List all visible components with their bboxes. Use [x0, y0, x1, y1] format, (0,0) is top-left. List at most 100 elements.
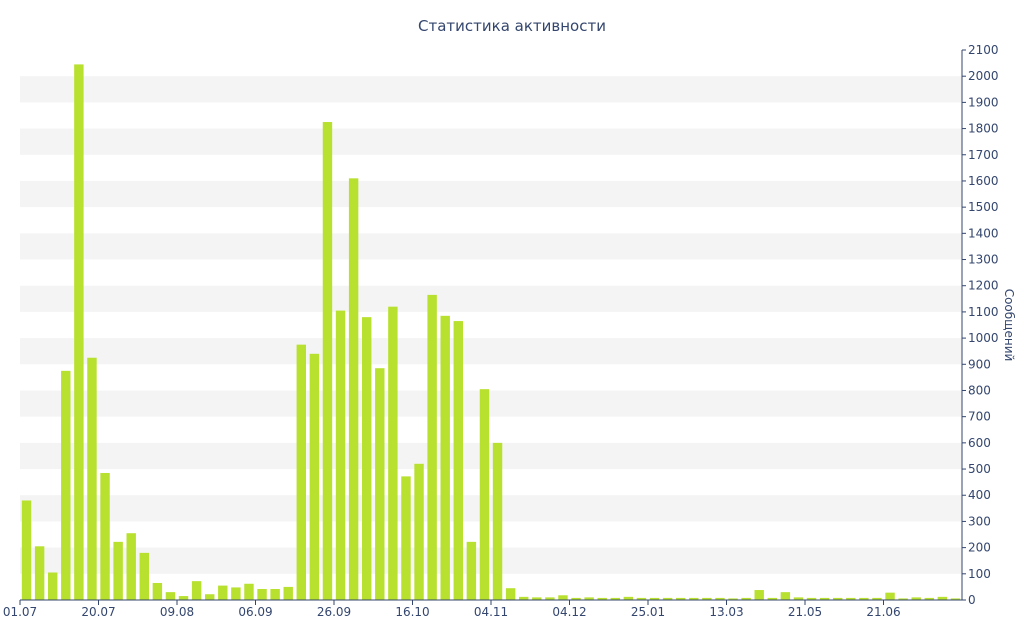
y-tick-label: 1000 [968, 331, 999, 345]
bar [832, 597, 843, 600]
bar [937, 596, 948, 600]
grid-band [20, 442, 962, 470]
bar [283, 586, 293, 600]
grid-band [20, 76, 962, 103]
bar [61, 370, 71, 600]
x-tick-label: 01.07 [3, 605, 37, 619]
y-tick-label: 900 [968, 357, 991, 371]
bar [257, 589, 267, 600]
y-tick-label: 1500 [968, 200, 999, 214]
y-axis-label: Сообщений [1002, 289, 1016, 362]
y-tick-label: 300 [968, 514, 991, 528]
bar [348, 178, 359, 601]
y-tick-label: 200 [968, 541, 991, 555]
grid-band [20, 495, 962, 522]
bar [87, 357, 97, 600]
bar [178, 596, 189, 600]
bar [571, 597, 581, 600]
grid-bands [20, 76, 962, 574]
bar [754, 590, 764, 600]
bar [597, 597, 607, 600]
x-tick-label: 04.12 [552, 605, 586, 619]
y-tick-label: 1900 [968, 95, 999, 109]
x-tick-label: 09.08 [160, 605, 194, 619]
y-tick-label: 0 [968, 593, 976, 607]
bar [518, 596, 529, 600]
bar [584, 597, 594, 600]
bar [231, 587, 241, 600]
bar [767, 597, 778, 600]
bar [872, 597, 882, 600]
bar [675, 597, 686, 600]
grid-band [20, 180, 962, 208]
bar [859, 597, 869, 600]
bar [322, 122, 333, 601]
x-tick-label: 26.09 [317, 605, 351, 619]
bar [492, 442, 503, 600]
grid-band [20, 338, 962, 365]
bar [846, 597, 856, 600]
bar [335, 310, 346, 600]
bar [191, 581, 202, 600]
bar [819, 597, 830, 600]
x-tick-label: 16.10 [395, 605, 429, 619]
bar [34, 546, 45, 600]
x-tick-label: 21.06 [866, 605, 900, 619]
grid-band [20, 390, 962, 417]
y-tick-label: 1600 [968, 174, 999, 188]
bar [453, 321, 464, 600]
bar [375, 368, 385, 600]
x-tick-label: 21.05 [788, 605, 822, 619]
bar [414, 463, 424, 600]
bar [296, 344, 307, 600]
grid-band [20, 285, 962, 312]
x-axis: 01.07 20.07 09.08 06.09 26.09 16.10 04.11 04.12… [3, 599, 962, 619]
x-tick-label: 06.09 [238, 605, 272, 619]
bar [270, 589, 280, 600]
bar [113, 541, 123, 600]
bar [780, 592, 791, 600]
bar [309, 353, 320, 600]
x-tick-label: 04.11 [474, 605, 508, 619]
bar [244, 583, 254, 600]
bars-group [21, 64, 961, 601]
y-tick-label: 700 [968, 410, 991, 424]
bar [401, 476, 411, 600]
y-tick-label: 400 [968, 488, 991, 502]
bar [806, 597, 817, 600]
bar [388, 306, 398, 600]
bar [440, 315, 450, 600]
y-tick-label: 1700 [968, 148, 999, 162]
y-tick-label: 2100 [968, 43, 999, 57]
bar [623, 596, 634, 600]
bar [361, 317, 372, 600]
bar [610, 597, 621, 600]
bar [715, 597, 725, 600]
y-tick-label: 1100 [968, 305, 999, 319]
y-axis: 0 100 200 300 400 500 600 700 800 900 1000 1100 1200… [961, 43, 999, 607]
bar [427, 294, 437, 600]
bar [689, 597, 699, 600]
y-tick-label: 100 [968, 567, 991, 581]
x-tick-label: 20.07 [81, 605, 115, 619]
bar [100, 472, 110, 600]
bar [139, 552, 150, 600]
grid-band [20, 233, 962, 260]
y-tick-label: 2000 [968, 69, 999, 83]
bar [545, 597, 555, 600]
bar [466, 541, 477, 600]
bar [741, 597, 751, 600]
grid-band [20, 547, 962, 574]
chart-title: Статистика активности [418, 17, 606, 35]
bar [505, 588, 516, 600]
bar [728, 598, 738, 600]
bar [636, 597, 647, 600]
y-tick-label: 1800 [968, 122, 999, 136]
y-tick-label: 1400 [968, 226, 999, 240]
x-tick-label: 13.03 [709, 605, 743, 619]
y-tick-label: 1200 [968, 279, 999, 293]
y-tick-label: 600 [968, 436, 991, 450]
bar [950, 598, 961, 600]
